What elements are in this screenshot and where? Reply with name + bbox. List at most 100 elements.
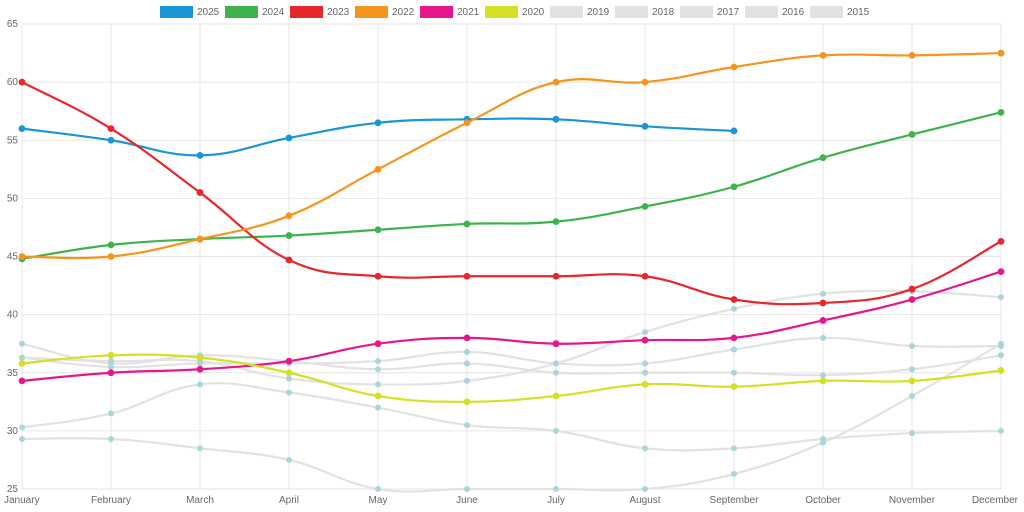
- data-point-2023[interactable]: [641, 272, 649, 280]
- data-point-2017[interactable]: [286, 389, 292, 396]
- data-point-2023[interactable]: [285, 256, 293, 264]
- data-point-2015[interactable]: [820, 290, 826, 297]
- data-point-2015[interactable]: [731, 305, 737, 312]
- data-point-2020[interactable]: [908, 377, 916, 385]
- data-point-2022[interactable]: [285, 212, 293, 220]
- data-point-2018[interactable]: [642, 360, 648, 367]
- data-point-2024[interactable]: [908, 131, 916, 138]
- data-point-2025[interactable]: [641, 122, 649, 130]
- data-point-2020[interactable]: [641, 380, 649, 388]
- data-point-2022[interactable]: [196, 235, 204, 243]
- data-point-2017[interactable]: [375, 404, 381, 411]
- data-point-2016[interactable]: [375, 486, 381, 492]
- data-point-2018[interactable]: [731, 346, 737, 353]
- data-point-2016[interactable]: [197, 445, 203, 452]
- data-point-2020[interactable]: [730, 383, 738, 391]
- data-point-2024[interactable]: [552, 218, 560, 226]
- data-point-2016[interactable]: [642, 486, 648, 492]
- data-point-2020[interactable]: [107, 351, 115, 359]
- data-point-2015[interactable]: [642, 329, 648, 336]
- data-point-2017[interactable]: [998, 427, 1004, 434]
- data-point-2023[interactable]: [18, 78, 26, 86]
- legend-item-2017[interactable]: 2017: [680, 6, 740, 18]
- data-point-2024[interactable]: [730, 183, 738, 191]
- data-point-2019[interactable]: [553, 369, 559, 376]
- data-point-2015[interactable]: [464, 377, 470, 384]
- data-point-2021[interactable]: [908, 296, 916, 303]
- legend-item-2025[interactable]: 2025: [160, 6, 220, 18]
- data-point-2017[interactable]: [464, 422, 470, 429]
- data-point-2017[interactable]: [19, 424, 25, 431]
- data-point-2020[interactable]: [18, 360, 26, 367]
- data-point-2016[interactable]: [553, 486, 559, 492]
- data-point-2016[interactable]: [108, 436, 114, 443]
- data-point-2025[interactable]: [107, 136, 115, 144]
- data-point-2017[interactable]: [553, 427, 559, 434]
- data-point-2023[interactable]: [463, 272, 471, 280]
- legend-item-2021[interactable]: 2021: [420, 6, 480, 18]
- legend-item-2024[interactable]: 2024: [225, 6, 285, 18]
- data-point-2021[interactable]: [819, 317, 827, 324]
- data-point-2017[interactable]: [197, 381, 203, 388]
- data-point-2016[interactable]: [731, 470, 737, 477]
- data-point-2016[interactable]: [464, 486, 470, 492]
- data-point-2021[interactable]: [374, 340, 382, 348]
- data-point-2019[interactable]: [998, 352, 1004, 359]
- data-point-2020[interactable]: [819, 377, 827, 385]
- data-point-2020[interactable]: [463, 398, 471, 406]
- data-point-2018[interactable]: [909, 343, 915, 350]
- data-point-2022[interactable]: [463, 119, 471, 127]
- data-point-2019[interactable]: [820, 372, 826, 379]
- data-point-2016[interactable]: [998, 340, 1004, 347]
- data-point-2021[interactable]: [18, 377, 26, 385]
- data-point-2025[interactable]: [196, 151, 204, 159]
- data-point-2019[interactable]: [19, 340, 25, 347]
- data-point-2021[interactable]: [641, 336, 649, 344]
- data-point-2016[interactable]: [820, 439, 826, 446]
- data-point-2015[interactable]: [286, 375, 292, 382]
- data-point-2025[interactable]: [285, 134, 293, 142]
- data-point-2019[interactable]: [909, 366, 915, 373]
- data-point-2025[interactable]: [730, 127, 738, 135]
- data-point-2015[interactable]: [553, 360, 559, 367]
- data-point-2024[interactable]: [107, 241, 115, 249]
- data-point-2019[interactable]: [375, 366, 381, 373]
- data-point-2020[interactable]: [997, 367, 1005, 374]
- data-point-2022[interactable]: [730, 63, 738, 71]
- data-point-2024[interactable]: [463, 220, 471, 228]
- data-point-2020[interactable]: [285, 369, 293, 377]
- data-point-2024[interactable]: [374, 226, 382, 234]
- data-point-2023[interactable]: [107, 125, 115, 133]
- data-point-2024[interactable]: [641, 203, 649, 210]
- data-point-2021[interactable]: [285, 357, 293, 365]
- data-point-2022[interactable]: [374, 165, 382, 173]
- data-point-2018[interactable]: [108, 363, 114, 370]
- legend-item-2015[interactable]: 2015: [810, 6, 870, 18]
- legend-item-2018[interactable]: 2018: [615, 6, 675, 18]
- legend-item-2020[interactable]: 2020: [485, 6, 545, 18]
- data-point-2022[interactable]: [641, 78, 649, 86]
- legend-item-2016[interactable]: 2016: [745, 6, 805, 18]
- data-point-2021[interactable]: [552, 340, 560, 348]
- data-point-2018[interactable]: [464, 348, 470, 355]
- legend-item-2019[interactable]: 2019: [550, 6, 610, 18]
- data-point-2025[interactable]: [18, 125, 26, 133]
- data-point-2022[interactable]: [908, 51, 916, 59]
- data-point-2025[interactable]: [374, 119, 382, 127]
- data-point-2023[interactable]: [730, 296, 738, 303]
- data-point-2023[interactable]: [374, 272, 382, 280]
- data-point-2024[interactable]: [997, 108, 1005, 116]
- data-point-2019[interactable]: [731, 369, 737, 376]
- data-point-2017[interactable]: [108, 410, 114, 417]
- data-point-2017[interactable]: [731, 445, 737, 452]
- data-point-2020[interactable]: [552, 392, 560, 400]
- data-point-2023[interactable]: [552, 272, 560, 280]
- data-point-2015[interactable]: [375, 381, 381, 388]
- data-point-2023[interactable]: [908, 285, 916, 293]
- data-point-2016[interactable]: [19, 436, 25, 443]
- data-point-2018[interactable]: [375, 358, 381, 365]
- data-point-2024[interactable]: [285, 232, 293, 239]
- data-point-2016[interactable]: [909, 393, 915, 399]
- data-point-2020[interactable]: [374, 392, 382, 400]
- data-point-2022[interactable]: [997, 49, 1005, 57]
